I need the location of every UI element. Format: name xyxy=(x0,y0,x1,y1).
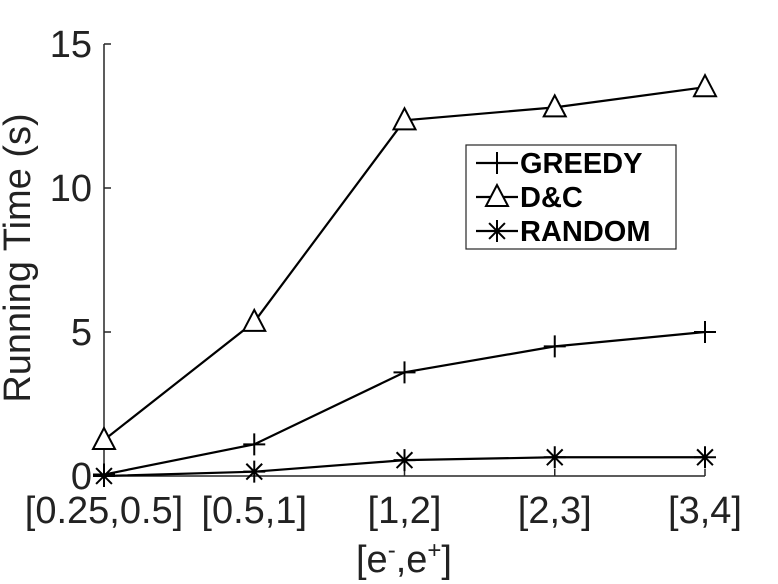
data-point-triangle xyxy=(692,73,718,98)
data-point-asterisk xyxy=(694,446,716,469)
y-tick-label: 10 xyxy=(50,168,92,210)
data-point-plus xyxy=(543,335,566,358)
legend-marker-asterisk xyxy=(486,220,508,242)
x-tick-label: [2,3] xyxy=(518,490,592,532)
data-point-triangle xyxy=(91,425,117,450)
data-point-asterisk xyxy=(243,460,266,483)
data-point-plus xyxy=(694,321,716,343)
legend-label: GREEDY xyxy=(520,148,642,180)
series-line-triangle xyxy=(103,86,706,441)
x-axis-ticks: [0.25,0.5] [0.5,1] [1,2] [2,3] [3,4] xyxy=(25,469,742,532)
x-tick-label: [3,4] xyxy=(668,490,742,532)
data-point-triangle xyxy=(542,93,568,118)
y-axis-ticks: 0 5 10 15 xyxy=(50,24,111,498)
y-tick-label: 0 xyxy=(71,456,92,498)
data-point-plus xyxy=(243,433,266,456)
x-tick-label: [0.25,0.5] xyxy=(25,490,183,532)
x-axis-label: [e-,e+] xyxy=(356,537,452,581)
series-group xyxy=(91,73,718,487)
y-tick-label: 15 xyxy=(50,24,92,66)
data-point-triangle xyxy=(391,106,418,131)
y-axis-label: Running Time (s) xyxy=(0,113,39,402)
data-point-plus xyxy=(393,361,416,384)
legend-label: RANDOM xyxy=(520,216,651,248)
x-tick-label: [0.5,1] xyxy=(201,490,307,532)
x-tick-label: [1,2] xyxy=(368,490,442,532)
data-point-triangle xyxy=(241,307,267,332)
data-point-asterisk xyxy=(393,449,416,472)
legend-marker-plus xyxy=(486,152,508,174)
legend-marker-triangle xyxy=(484,182,510,207)
legend-label: D&C xyxy=(520,182,583,214)
data-point-asterisk xyxy=(543,446,566,469)
y-tick-label: 5 xyxy=(71,312,92,354)
data-point-asterisk xyxy=(93,465,115,487)
